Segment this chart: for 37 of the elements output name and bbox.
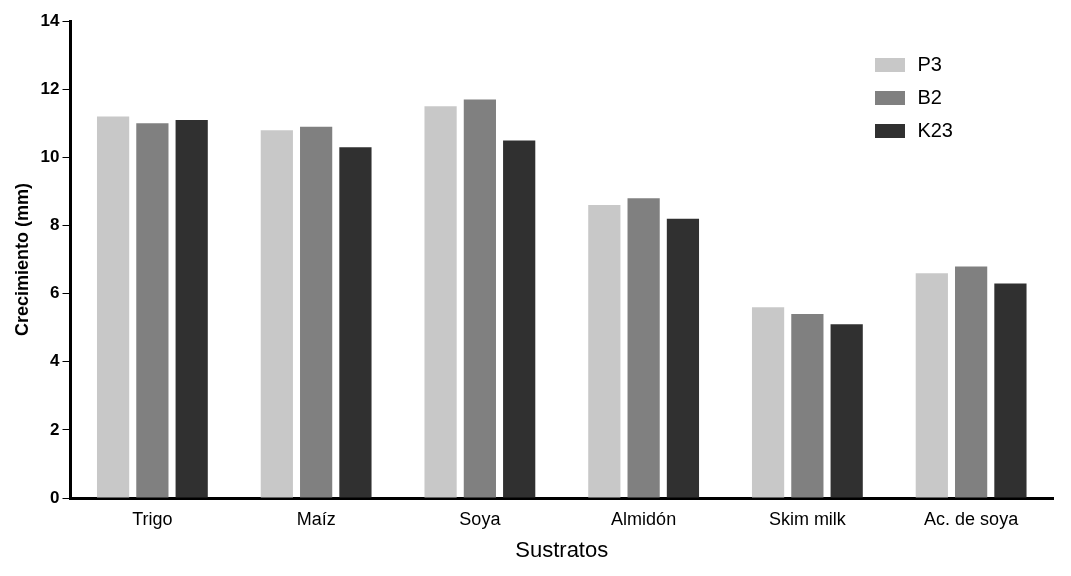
- y-tick-label: 4: [50, 351, 61, 371]
- y-tick-label: 6: [50, 283, 60, 303]
- bar: [463, 99, 496, 498]
- y-tick-label: 10: [40, 147, 60, 167]
- y-axis-title: Crecimiento (mm): [11, 183, 32, 337]
- x-tick-label: Soya: [459, 508, 502, 529]
- bar: [588, 205, 621, 498]
- y-tick-label: 2: [50, 419, 60, 439]
- y-tick-label: 12: [40, 79, 60, 98]
- legend-label: B2: [917, 86, 942, 109]
- x-tick-label: Trigo: [132, 508, 173, 529]
- bar: [175, 119, 208, 498]
- bar: [994, 283, 1027, 498]
- x-tick-label: Almidón: [611, 508, 677, 529]
- bar: [260, 130, 293, 498]
- x-axis-title: Sustratos: [515, 536, 609, 562]
- x-tick-label: Skim milk: [768, 508, 847, 529]
- x-tick-label: Maíz: [296, 508, 336, 529]
- y-tick-label: 0: [50, 487, 60, 507]
- legend-label: K23: [917, 119, 953, 142]
- bar: [955, 266, 988, 498]
- y-tick-label: 14: [40, 10, 61, 30]
- bar: [339, 147, 372, 498]
- y-tick-label: 8: [50, 215, 60, 235]
- x-tick-label: Ac. de soya: [924, 508, 1020, 529]
- bar: [915, 273, 948, 498]
- bar: [751, 307, 785, 498]
- bar: [791, 314, 824, 498]
- bar: [627, 198, 660, 498]
- legend-label: P3: [917, 53, 942, 76]
- bar: [96, 116, 130, 498]
- bar: [666, 218, 700, 498]
- bar: [503, 140, 536, 498]
- bar: [136, 123, 169, 498]
- bar: [830, 324, 863, 498]
- bar: [300, 126, 333, 498]
- bar: [424, 106, 457, 498]
